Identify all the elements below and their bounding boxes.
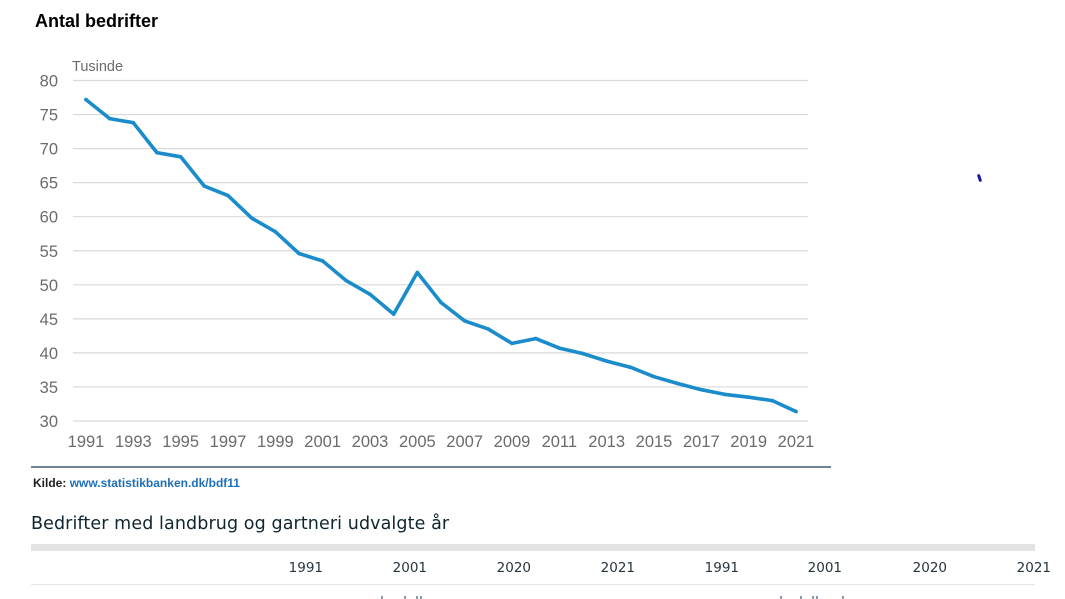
data-point-1992 [107,116,112,121]
data-point-2009 [510,341,514,346]
y-axis-unit-label: Tusinde [72,59,123,75]
data-point-2017 [699,387,704,392]
data-point-2010 [533,336,538,341]
data-point-2008 [486,327,491,331]
x-tick-label: 2001 [304,433,341,451]
clipped-glyph [816,596,818,599]
y-tick-label: 60 [40,209,58,227]
data-point-2014 [628,365,633,370]
y-tick-label: 45 [40,311,58,329]
data-point-2002 [344,278,349,283]
gridlines [73,79,808,422]
y-tick-label: 80 [40,73,58,91]
data-point-2000 [297,251,301,256]
source-label: Kilde: [33,476,67,490]
data-point-1998 [249,216,254,220]
data-point-2021 [794,409,798,414]
x-tick-label: 2021 [778,433,815,451]
y-tick-label: 40 [40,345,58,363]
y-tick-label: 50 [40,277,58,295]
y-tick-label: 65 [40,175,58,193]
x-tick-label: 2013 [588,433,625,451]
column-header: 1991 [704,560,739,576]
y-tick-label: 35 [40,379,58,397]
x-tick-label: 1991 [68,433,105,451]
x-tick-label: 1995 [162,433,199,451]
clipped-glyph [381,596,383,599]
x-tick-label: 1997 [210,433,247,451]
clipped-glyph [420,596,422,599]
column-header: 2020 [496,560,531,576]
chart-bottom-divider [31,466,831,468]
series-line-antal-bedrifter [84,97,798,414]
data-point-2005 [415,270,420,275]
source-link[interactable]: www.statistikbanken.dk/bdf11 [69,476,240,490]
column-header: 2021 [1016,560,1051,576]
x-tick-label: 1993 [115,433,152,451]
clipped-glyph [404,596,406,599]
x-axis-ticks: 1991 1993 1995 1997 1999 2001 2003 2005 2007 2009… [68,433,815,451]
x-tick-label: 2015 [636,433,673,451]
data-point-2006 [439,300,443,305]
x-tick-label: 2019 [730,433,767,451]
data-points [84,97,798,414]
data-point-1996 [202,184,207,188]
data-point-2004 [391,312,396,316]
clipped-glyph [416,596,418,599]
y-tick-label: 55 [40,243,58,261]
clipped-glyph [780,596,782,599]
data-point-2001 [320,259,325,263]
data-point-2020 [770,398,775,403]
data-point-2016 [675,381,680,386]
table-header-band [31,544,1035,551]
data-point-2019 [746,395,751,399]
clipped-glyph [842,596,844,599]
data-point-1994 [155,150,159,155]
data-point-2012 [581,351,585,356]
y-axis-ticks: 80 75 70 65 60 55 50 45 40 35 30 [40,73,58,432]
x-tick-label: 2003 [352,433,389,451]
data-point-1995 [178,154,183,159]
chart-title: Antal bedrifter [35,11,159,31]
y-tick-label: 30 [40,413,58,431]
stray-mark [976,173,983,183]
column-header: 2021 [600,560,635,576]
data-point-1991 [84,97,88,102]
x-tick-label: 2009 [494,433,531,451]
y-tick-label: 75 [40,107,58,125]
source-note: Kilde: www.statistikbanken.dk/bdf11 [33,476,240,490]
x-tick-label: 2007 [446,433,483,451]
y-tick-label: 70 [40,141,58,159]
data-point-2011 [557,346,562,350]
data-point-2013 [604,359,609,363]
column-header: 2001 [392,560,427,576]
data-point-1997 [226,193,230,198]
data-point-2003 [368,292,372,297]
column-header: 1991 [288,560,323,576]
data-point-2015 [652,374,656,379]
clipped-glyph [812,596,814,599]
x-tick-label: 2005 [399,433,436,451]
table-title: Bedrifter med landbrug og gartneri udval… [31,514,450,534]
x-tick-label: 1999 [257,433,294,451]
x-tick-label: 2017 [683,433,720,451]
data-point-1993 [131,120,136,125]
column-header: 2001 [807,560,842,576]
data-point-2007 [462,319,467,323]
data-point-2018 [723,392,727,397]
data-point-1999 [273,229,278,234]
x-tick-label: 2011 [542,433,577,451]
column-header: 2020 [912,560,947,576]
clipped-glyph [800,596,802,599]
table-header-row: 1991 2001 2020 2021 1991 2001 2020 2021 [31,551,1051,585]
